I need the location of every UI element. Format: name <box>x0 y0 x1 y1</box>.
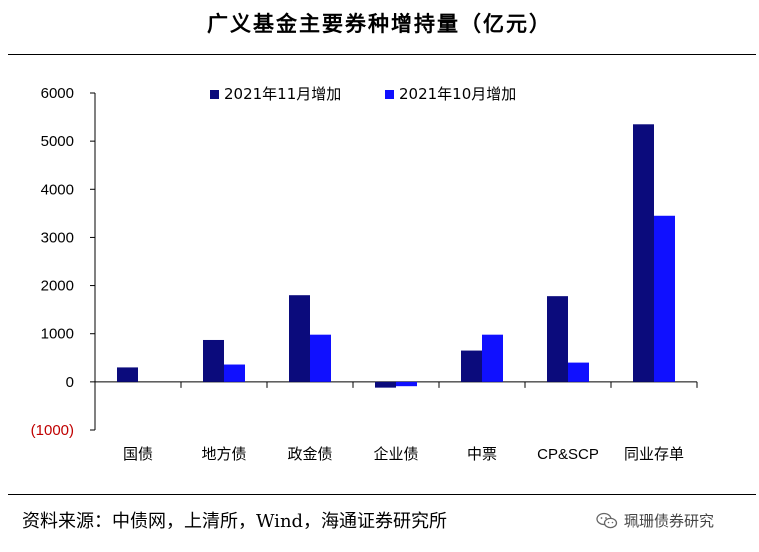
bar-oct-6 <box>654 215 675 382</box>
chart-axes <box>90 92 698 431</box>
top-rule <box>8 54 756 55</box>
bar-chart: (1000) 0 1000 2000 3000 4000 5000 6000 国债 地方债 政金债… <box>31 85 698 463</box>
y-tick-label: 4000 <box>41 181 74 198</box>
chart-bars <box>117 124 675 388</box>
x-category-label: CP&SCP <box>537 446 599 463</box>
chart-legend: 2021年11月增加 2021年10月增加 <box>210 85 516 103</box>
bottom-rule <box>8 494 756 495</box>
legend-label: 2021年11月增加 <box>224 85 341 103</box>
y-tick-label: (1000) <box>31 422 74 439</box>
y-tick-labels: (1000) 0 1000 2000 3000 4000 5000 6000 <box>31 85 74 439</box>
bar-oct-1 <box>224 364 245 382</box>
bar-nov-4 <box>461 350 482 382</box>
x-category-label: 政金债 <box>287 445 332 463</box>
x-category-label: 地方债 <box>201 445 246 463</box>
watermark: 珮珊债券研究 <box>596 510 714 531</box>
y-tick-label: 1000 <box>41 326 74 343</box>
x-category-label: 中票 <box>467 445 497 463</box>
y-tick-label: 3000 <box>41 229 74 246</box>
y-tick-label: 0 <box>66 374 74 391</box>
y-tick-label: 2000 <box>41 278 74 295</box>
bar-nov-0 <box>117 367 138 382</box>
bar-nov-3 <box>375 381 396 388</box>
x-category-label: 企业债 <box>373 445 418 463</box>
wechat-icon <box>596 512 618 528</box>
bar-nov-2 <box>289 295 310 382</box>
bar-oct-3 <box>396 381 417 387</box>
bar-oct-2 <box>310 334 331 382</box>
chart-title: 广义基金主要券种增持量（亿元） <box>207 11 552 36</box>
bar-nov-1 <box>203 339 224 382</box>
legend-swatch <box>210 90 219 99</box>
legend-label: 2021年10月增加 <box>399 85 516 103</box>
bar-nov-5 <box>547 296 568 382</box>
x-category-label: 同业存单 <box>624 445 684 463</box>
bar-oct-4 <box>482 334 503 382</box>
watermark-text: 珮珊债券研究 <box>624 512 715 530</box>
bar-nov-6 <box>633 124 654 382</box>
x-category-label: 国债 <box>123 445 153 463</box>
bar-oct-5 <box>568 362 589 382</box>
y-tick-label: 5000 <box>41 133 74 150</box>
legend-swatch <box>385 90 394 99</box>
x-category-labels: 国债 地方债 政金债 企业债 中票 CP&SCP 同业存单 <box>123 445 684 463</box>
source-note: 资料来源：中债网，上清所，Wind，海通证券研究所 <box>22 511 448 532</box>
y-tick-label: 6000 <box>41 85 74 102</box>
